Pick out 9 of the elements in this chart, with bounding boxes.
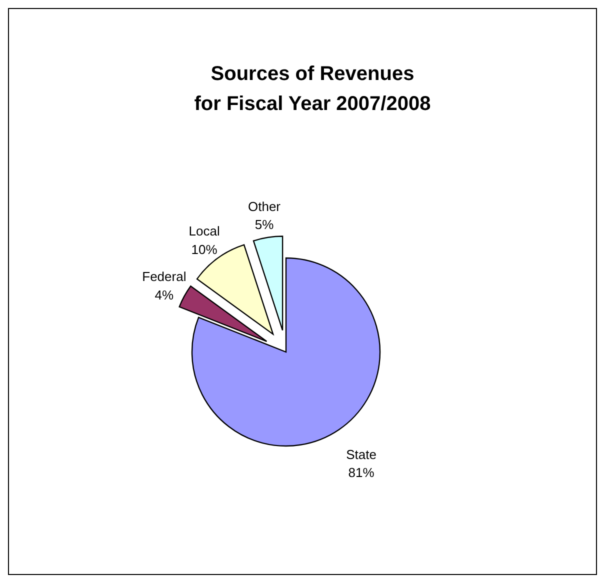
chart-title: Sources of Revenues for Fiscal Year 2007/2008	[193, 62, 432, 117]
data-label: 4%	[154, 287, 174, 302]
data-label: 10%	[191, 242, 218, 257]
data-label: 5%	[254, 217, 274, 232]
slice-label: State	[346, 446, 376, 462]
slice-label: Other	[248, 198, 282, 214]
slice-label: Local	[188, 224, 220, 239]
data-label: 81%	[348, 465, 375, 480]
slice-label: Federal	[142, 269, 186, 284]
